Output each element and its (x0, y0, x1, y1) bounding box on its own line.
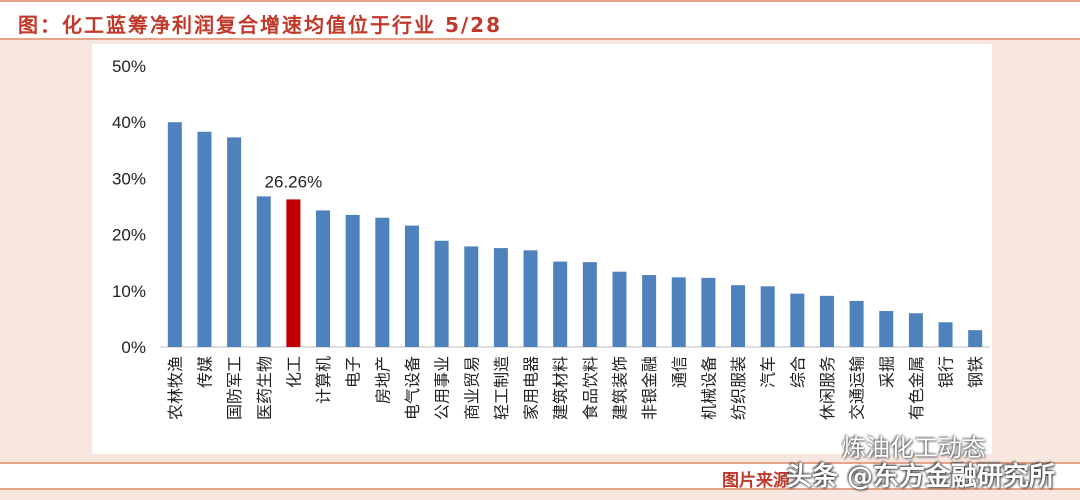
bar (493, 248, 508, 347)
bar (256, 196, 271, 347)
x-tick-label: 医药生物 (255, 356, 274, 420)
bar (612, 271, 627, 347)
bar (404, 225, 419, 347)
bar (908, 313, 923, 347)
x-tick-label: 建筑装饰 (610, 356, 629, 420)
bar (553, 261, 568, 347)
x-tick-label: 电气设备 (403, 356, 422, 420)
bar (227, 137, 242, 347)
y-tick-label: 20% (112, 226, 146, 245)
watermark-main: 头条 @东方金融研究所 (786, 462, 1056, 492)
x-tick-label: 机械设备 (699, 356, 718, 420)
x-tick-label: 传媒 (195, 356, 214, 388)
x-tick-label: 轻工制造 (492, 356, 511, 420)
x-tick-label: 家用电器 (522, 356, 541, 420)
x-tick-label: 农林牧渔 (166, 356, 185, 420)
bar (760, 286, 775, 347)
bar (849, 300, 864, 347)
bar (938, 322, 953, 347)
x-tick-label: 非银金融 (640, 356, 659, 420)
bar (731, 285, 746, 347)
x-tick-label: 钢铁 (966, 356, 985, 388)
x-tick-label: 国防军工 (225, 356, 244, 420)
x-tick-label: 综合 (788, 356, 807, 388)
x-tick-label: 采掘 (877, 356, 896, 388)
x-tick-label: 食品饮料 (581, 356, 600, 420)
y-tick-label: 0% (121, 338, 146, 357)
x-tick-label: 建筑材料 (551, 356, 570, 420)
bar (345, 214, 360, 347)
x-tick-label: 通信 (670, 356, 689, 388)
highlight-bar (286, 199, 301, 347)
bar (375, 217, 390, 347)
bar (671, 277, 686, 347)
x-tick-label: 化工 (284, 356, 303, 388)
x-tick-label: 交通运输 (848, 356, 867, 420)
bar (523, 250, 538, 347)
bar (167, 122, 182, 347)
x-tick-label: 休闲服务 (818, 356, 837, 420)
bar (790, 293, 805, 347)
bar (819, 295, 834, 347)
bar (316, 210, 331, 347)
bar (701, 277, 716, 347)
bar (434, 240, 449, 347)
x-tick-label: 银行 (937, 356, 956, 388)
bar (197, 131, 212, 347)
bar (642, 275, 657, 347)
y-tick-label: 50% (112, 57, 146, 76)
highlight-data-label: 26.26% (265, 172, 323, 191)
x-tick-label: 商业贸易 (462, 356, 481, 420)
bar (464, 246, 479, 347)
y-tick-label: 40% (112, 113, 146, 132)
x-tick-label: 计算机 (314, 356, 333, 404)
x-tick-label: 有色金属 (907, 356, 926, 420)
x-tick-label: 电子 (344, 356, 363, 388)
footer-bar (0, 462, 1080, 490)
x-tick-label: 房地产 (373, 356, 392, 404)
x-tick-label: 汽车 (759, 356, 778, 388)
x-tick-label: 纺织服装 (729, 356, 748, 420)
y-tick-label: 30% (112, 169, 146, 188)
bar (879, 311, 894, 347)
chart-title: 图：化工蓝筹净利润复合增速均值位于行业 5/28 (18, 13, 503, 37)
title-bar: 图：化工蓝筹净利润复合增速均值位于行业 5/28 (0, 0, 1080, 40)
x-tick-label: 公用事业 (433, 356, 452, 420)
plot-panel (92, 44, 992, 454)
y-tick-label: 10% (112, 282, 146, 301)
bar (968, 330, 983, 347)
bar (582, 262, 597, 347)
source-label: 图片来源： (722, 471, 807, 491)
watermark-sub: 炼油化工动态 (842, 434, 986, 462)
